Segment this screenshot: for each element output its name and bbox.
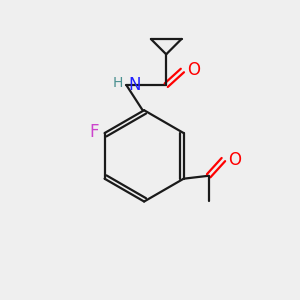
Text: H: H	[112, 76, 123, 91]
Text: O: O	[228, 151, 241, 169]
Text: F: F	[90, 123, 99, 141]
Text: N: N	[128, 76, 140, 94]
Text: O: O	[187, 61, 200, 80]
